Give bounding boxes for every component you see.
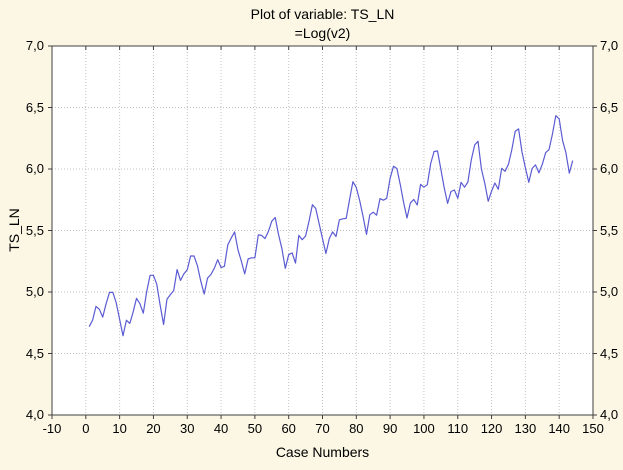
x-tick-label: 120 [480,421,503,436]
x-tick-label: 130 [514,421,537,436]
y-tick-label-right: 5,0 [600,284,619,299]
x-tick-label: 0 [82,421,90,436]
y-tick-label-right: 6,5 [600,99,619,115]
x-tick-label: 60 [281,421,296,436]
chart-subtitle: =Log(v2) [294,25,351,41]
x-tick-label: 10 [112,421,127,436]
y-tick-label-right: 6,0 [600,161,619,176]
y-tick-label-right: 4,5 [600,345,619,361]
series-line [88,115,574,337]
chart-title: Plot of variable: TS_LN [250,6,395,22]
x-tick-label: 150 [582,421,604,436]
x-tick-label: 40 [213,421,229,436]
x-tick-label: 20 [146,421,161,436]
y-tick-label-right: 7,0 [600,38,619,53]
x-axis-title: Case Numbers [275,444,370,460]
x-tick-label: 110 [447,421,469,436]
x-tick-label: -10 [42,421,62,436]
x-tick-label: 70 [315,421,330,436]
y-tick-label-left: 6,5 [25,99,44,115]
y-tick-label-left: 5,0 [25,284,44,299]
y-tick-label-right: 5,5 [600,222,619,238]
y-tick-label-left: 5,5 [25,222,44,238]
y-tick-label-left: 4,0 [25,407,44,422]
y-tick-label-left: 6,0 [25,161,44,176]
x-tick-label: 100 [413,421,435,436]
x-tick-label: 80 [349,421,364,436]
y-tick-label-left: 7,0 [25,38,44,53]
y-tick-label-right: 4,0 [600,407,619,422]
x-tick-label: 50 [247,421,263,436]
x-tick-label: 90 [382,421,398,436]
y-tick-label-left: 4,5 [25,345,44,361]
x-tick-label: 30 [180,421,195,436]
x-tick-label: 140 [548,421,571,436]
